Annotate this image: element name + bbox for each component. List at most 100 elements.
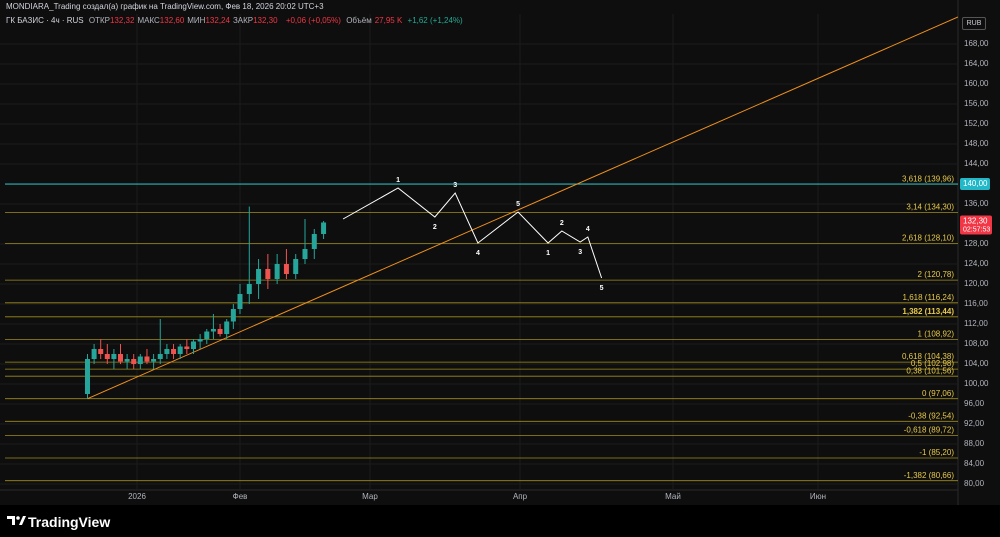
candle-body [144, 356, 150, 362]
legend-value: 132,24 [205, 16, 230, 25]
candle-body [91, 349, 97, 359]
wave-label: 5 [516, 201, 520, 208]
footer-bg [0, 505, 1000, 537]
y-tick-label: 104,00 [964, 359, 989, 368]
candle-body [283, 264, 289, 274]
y-tick-label: 100,00 [964, 379, 989, 388]
currency-button[interactable]: RUB [962, 17, 986, 30]
candle-body [302, 249, 308, 259]
fib-label: 2,618 (128,10) [902, 234, 954, 243]
candle-body [224, 321, 230, 334]
last-price-bg [960, 215, 992, 235]
candle-body [190, 341, 196, 349]
fib-label: 1 (108,92) [918, 330, 955, 339]
wave-label: 5 [600, 285, 604, 292]
wave-path [342, 187, 603, 279]
fib-label: 3,618 (139,96) [902, 174, 954, 183]
y-tick-label: 164,00 [964, 59, 989, 68]
y-tick-label: 168,00 [964, 39, 989, 48]
y-tick-label: 128,00 [964, 239, 989, 248]
fib-label: 3,14 (134,30) [906, 203, 954, 212]
fib-label: 0,38 (101,56) [906, 366, 954, 375]
y-tick-label: 160,00 [964, 79, 989, 88]
candle-body [246, 284, 252, 294]
x-tick-label: Апр [513, 492, 528, 501]
candle-body [118, 354, 123, 362]
candle-body [217, 329, 223, 334]
legend-label: МИН [187, 16, 206, 25]
attribution: MONDIARA_Trading создал(а) график на Tra… [6, 2, 324, 11]
candle-body [256, 269, 262, 284]
wave-label: 1 [546, 250, 550, 257]
legend-label: ОТКР [88, 16, 110, 25]
y-tick-label: 80,00 [964, 479, 985, 488]
plot [0, 14, 958, 490]
y-tick-label: 84,00 [964, 459, 985, 468]
price-label: 140,00 [963, 179, 988, 188]
y-tick-label: 156,00 [964, 99, 989, 108]
candle-body [177, 346, 183, 354]
brand: TradingView [28, 514, 111, 530]
legend-value: 132,32 [109, 16, 135, 25]
legend-label: МАКС [137, 16, 160, 25]
wave-label: 4 [476, 250, 480, 257]
candle-body [197, 339, 203, 342]
logo-mark [7, 516, 15, 525]
fib-label: 1,382 (113,44) [902, 307, 954, 316]
y-tick-label: 112,00 [964, 319, 988, 328]
logo-mark [19, 516, 26, 525]
candle-body [293, 259, 299, 274]
wave-label: 2 [433, 224, 437, 231]
candle-body [111, 354, 117, 359]
symbol: ГК БАЗИС · 4ч · RUS [6, 16, 84, 25]
legend: ГК БАЗИС · 4ч · RUS ОТКР132,32 МАКС132,60… [6, 16, 466, 25]
candle-body [98, 349, 104, 354]
y-tick-label: 96,00 [964, 399, 985, 408]
candle-body [85, 359, 90, 394]
legend-value: 132,30 [253, 16, 278, 25]
last-price: 132,30 [963, 217, 988, 226]
candle-body [131, 359, 137, 364]
x-tick-label: Июн [810, 492, 826, 501]
candle-body [104, 354, 110, 359]
y-tick-label: 108,00 [964, 339, 989, 348]
y-tick-label: 116,00 [964, 299, 988, 308]
change: +0,06 (+0,05%) [285, 16, 341, 25]
y-tick-label: 92,00 [964, 419, 985, 428]
logo-dot [16, 516, 20, 520]
trendline [87, 16, 958, 400]
candle-body [124, 359, 130, 362]
candle-body [151, 359, 157, 362]
y-tick-label: 136,00 [964, 199, 989, 208]
chart-bg [0, 0, 1000, 505]
countdown: 02:57:53 [963, 226, 990, 233]
y-tick-label: 120,00 [964, 279, 989, 288]
x-tick-label: Май [665, 492, 681, 501]
wave-label: 1 [396, 177, 400, 184]
candle-body [157, 354, 163, 359]
wave-label: 3 [453, 182, 457, 189]
fib-label: 0,618 (104,38) [902, 352, 954, 361]
candle-body [171, 349, 177, 354]
candle-body [204, 331, 210, 339]
fib-label: -1,382 (80,66) [904, 471, 955, 480]
wave-label: 4 [586, 226, 590, 233]
y-tick-label: 88,00 [964, 439, 985, 448]
candle-body [265, 269, 271, 279]
y-tick-label: 124,00 [964, 259, 989, 268]
wave-label: 2 [560, 220, 564, 227]
y-tick-label: 148,00 [964, 139, 989, 148]
candle-body [274, 264, 280, 279]
fib-label: 1,618 (116,24) [903, 293, 955, 302]
y-tick-label: 152,00 [964, 119, 989, 128]
x-tick-label: Мар [362, 492, 378, 501]
legend-label: ЗАКР [232, 16, 254, 25]
price-label-bg [960, 178, 990, 190]
volume-change: +1,62 (+1,24%) [407, 16, 463, 25]
candle-body [237, 294, 243, 309]
ohlc: ОТКР132,32 МАКС132,60 МИН132,24 ЗАКР132,30 [89, 16, 281, 25]
y-tick-label: 144,00 [964, 159, 989, 168]
fib-label: -1 (85,20) [919, 448, 954, 457]
